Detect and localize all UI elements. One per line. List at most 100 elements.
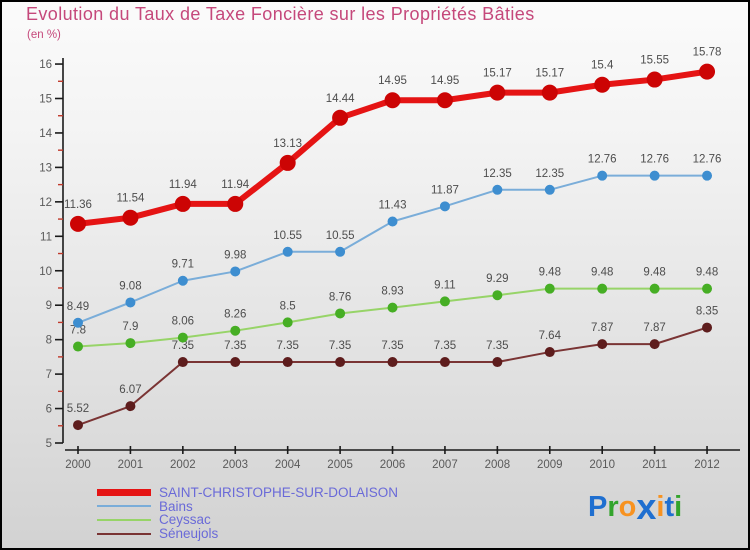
value-label: 7.8 [70,325,86,337]
x-tick-label: 2008 [485,459,511,471]
y-tick-label: 10 [39,266,52,278]
y-tick-label: 11 [40,231,52,243]
value-label: 7.35 [434,340,456,352]
x-tick-label: 2004 [275,459,301,471]
legend-swatch [97,532,151,535]
legend-swatch [97,518,151,521]
data-point [649,170,660,181]
chart-title: Evolution du Taux de Taxe Foncière sur l… [26,4,535,24]
data-point [73,420,83,431]
value-label: 14.44 [326,93,355,105]
data-point [177,357,188,368]
x-tick-label: 2007 [432,459,458,471]
y-tick-label: 15 [39,94,52,106]
data-point [282,246,293,257]
data-point [230,325,241,336]
legend-item: Bains [97,498,398,514]
value-label: 11.94 [169,179,198,191]
value-label: 11.43 [379,199,407,211]
data-point [282,357,293,368]
data-point [646,71,663,88]
value-label: 8.76 [329,291,351,303]
value-label: 8.26 [224,309,246,321]
value-label: 15.78 [693,47,722,59]
x-tick-label: 2006 [380,459,406,471]
data-point [492,184,503,195]
x-tick-label: 2002 [170,459,196,471]
data-point [699,63,716,80]
value-label: 15.55 [640,55,669,67]
value-label: 6.07 [119,384,141,396]
legend-label: SAINT-CHRISTOPHE-SUR-DOLAISON [159,485,399,500]
value-label: 7.35 [381,340,403,352]
value-label: 15.17 [535,68,564,80]
value-label: 14.95 [378,75,407,87]
value-label: 9.98 [224,249,246,261]
data-point [492,357,503,368]
proxiti-logo: Proxiti [588,486,682,527]
value-label: 9.71 [172,259,194,271]
value-label: 7.35 [276,340,298,352]
value-label: 5.52 [67,403,89,415]
value-label: 9.48 [591,267,613,279]
legend-item: SAINT-CHRISTOPHE-SUR-DOLAISON [97,486,398,500]
value-label: 15.4 [591,60,614,72]
value-label: 7.9 [122,321,138,333]
y-tick-label: 8 [46,335,52,347]
value-label: 12.35 [483,168,512,180]
value-label: 7.64 [539,330,562,342]
data-point [125,297,136,308]
chart-subtitle: (en %) [27,29,61,41]
value-label: 9.08 [119,280,141,292]
value-label: 8.93 [381,286,403,298]
value-label: 7.35 [329,340,351,352]
data-point [597,170,608,181]
data-point [544,347,555,358]
x-tick-label: 2009 [537,459,563,471]
value-label: 9.48 [643,267,665,279]
value-label: 12.35 [535,168,564,180]
y-tick-label: 14 [39,128,52,140]
data-point [335,308,346,319]
x-tick-label: 2005 [327,459,353,471]
data-point [492,290,503,301]
data-point [387,357,398,368]
data-point [439,357,450,368]
y-tick-label: 13 [39,162,52,174]
value-label: 10.55 [273,230,302,242]
data-point [174,195,191,212]
data-point [70,215,86,232]
value-label: 7.87 [643,322,665,334]
logo-letter: i [656,491,665,523]
value-label: 11.87 [431,184,459,196]
value-label: 8.49 [67,301,89,313]
y-tick-label: 16 [39,59,52,71]
data-point [73,341,83,352]
logo-letter: t [664,491,675,523]
value-label: 9.29 [486,273,508,285]
x-tick-label: 2003 [222,459,248,471]
data-point [541,84,558,101]
data-point [436,92,453,109]
value-label: 12.76 [588,154,617,166]
data-point [227,195,244,212]
x-tick-label: 2010 [589,459,615,471]
legend: SAINT-CHRISTOPHE-SUR-DOLAISON Bains Ceyssa… [97,486,398,540]
data-point [439,296,450,307]
data-point [177,275,188,286]
data-point [702,170,713,181]
value-label: 8.06 [172,316,194,328]
data-point [597,339,608,350]
value-label: 10.55 [326,230,355,242]
data-point [230,357,241,368]
value-label: 11.54 [116,193,145,205]
logo-letter: r [607,491,619,523]
legend-label: Bains [159,498,193,514]
logo-x-glyph: x [636,486,657,527]
data-point [544,184,555,195]
x-tick-label: 2011 [642,459,667,471]
data-point [384,92,401,109]
value-label: 9.48 [539,267,561,279]
